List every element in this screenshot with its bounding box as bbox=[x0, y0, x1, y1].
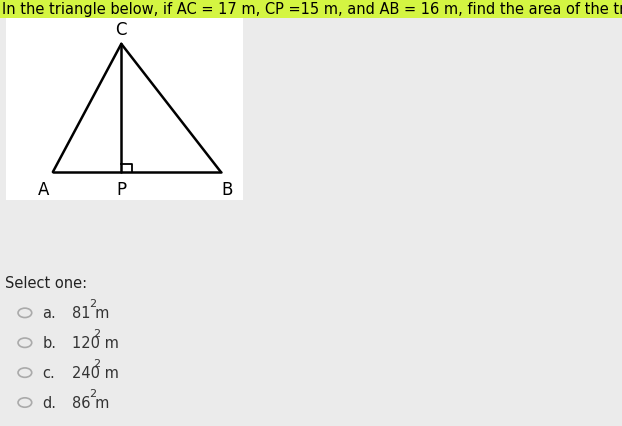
Text: 240 m: 240 m bbox=[72, 365, 118, 380]
Text: 86 m: 86 m bbox=[72, 395, 109, 410]
Text: a.: a. bbox=[42, 305, 56, 321]
Text: b.: b. bbox=[42, 335, 57, 351]
Text: 2: 2 bbox=[89, 299, 96, 309]
Text: c.: c. bbox=[42, 365, 55, 380]
Text: 2: 2 bbox=[89, 388, 96, 398]
Text: B: B bbox=[221, 181, 233, 199]
Bar bbox=[0, 0, 622, 19]
Text: 120 m: 120 m bbox=[72, 335, 118, 351]
Text: 81 m: 81 m bbox=[72, 305, 109, 321]
Bar bbox=[6, 13, 243, 200]
Text: Select one:: Select one: bbox=[5, 276, 87, 291]
Text: 2: 2 bbox=[93, 328, 100, 339]
Text: C: C bbox=[116, 21, 127, 39]
Text: A: A bbox=[38, 181, 49, 199]
Text: d.: d. bbox=[42, 395, 57, 410]
Text: P: P bbox=[116, 181, 126, 199]
Text: 2: 2 bbox=[93, 358, 100, 368]
Text: In the triangle below, if AC = 17 m, CP =15 m, and AB = 16 m, find the area of t: In the triangle below, if AC = 17 m, CP … bbox=[2, 2, 622, 17]
